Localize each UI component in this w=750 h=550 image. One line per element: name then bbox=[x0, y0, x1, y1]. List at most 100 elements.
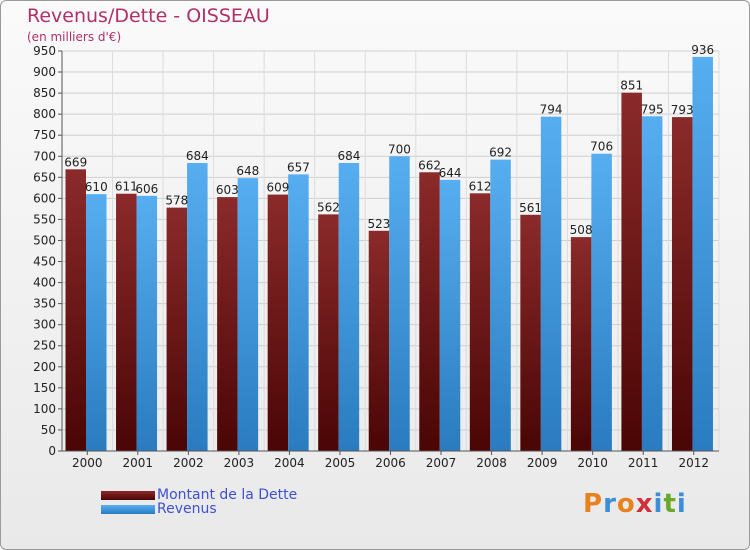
bar-debt bbox=[520, 214, 541, 451]
logo-letter: o bbox=[616, 489, 636, 519]
y-tick-label: 800 bbox=[33, 107, 56, 121]
bar-debt bbox=[570, 237, 592, 451]
x-tick-label: 2010 bbox=[577, 456, 608, 470]
data-label-debt: 662 bbox=[418, 158, 441, 172]
data-label-debt: 508 bbox=[570, 223, 593, 237]
data-label-debt: 523 bbox=[368, 217, 391, 231]
y-tick-label: 400 bbox=[33, 276, 56, 290]
data-label-debt: 603 bbox=[216, 183, 239, 197]
data-label-revenus: 644 bbox=[439, 166, 462, 180]
y-tick-label: 200 bbox=[33, 360, 56, 374]
bar-debt bbox=[671, 117, 693, 452]
x-tick-label: 2003 bbox=[224, 456, 255, 470]
bar-revenus bbox=[439, 179, 461, 451]
bar-debt bbox=[419, 172, 440, 451]
data-label-revenus: 706 bbox=[590, 140, 613, 154]
data-label-debt: 562 bbox=[317, 200, 340, 214]
bar-revenus bbox=[490, 159, 511, 451]
data-label-debt: 578 bbox=[165, 194, 188, 208]
y-tick-label: 50 bbox=[41, 423, 56, 437]
data-label-debt: 611 bbox=[115, 180, 138, 194]
bar-debt bbox=[267, 194, 289, 451]
bar-debt bbox=[116, 193, 137, 451]
y-tick-label: 300 bbox=[33, 318, 56, 332]
bar-revenus bbox=[692, 56, 713, 451]
x-tick-label: 2004 bbox=[274, 456, 305, 470]
x-tick-label: 2007 bbox=[426, 456, 457, 470]
y-tick-label: 250 bbox=[33, 339, 56, 353]
y-tick-label: 950 bbox=[33, 44, 56, 58]
bar-revenus bbox=[338, 163, 360, 451]
chart-title: Revenus/Dette - OISSEAU bbox=[27, 5, 270, 27]
x-tick-label: 2002 bbox=[173, 456, 204, 470]
logo-letter: P bbox=[583, 489, 604, 519]
data-label-revenus: 692 bbox=[489, 146, 512, 160]
bar-debt bbox=[368, 230, 390, 451]
y-tick-label: 900 bbox=[33, 65, 56, 79]
data-label-revenus: 684 bbox=[186, 149, 209, 163]
bar-debt bbox=[166, 207, 188, 451]
logo-letter: t bbox=[663, 489, 677, 519]
data-label-revenus: 684 bbox=[337, 149, 360, 163]
bar-revenus bbox=[389, 156, 410, 451]
bar-revenus bbox=[187, 163, 208, 451]
x-tick-label: 2000 bbox=[72, 456, 103, 470]
x-tick-label: 2012 bbox=[678, 456, 709, 470]
data-label-debt: 609 bbox=[266, 181, 289, 195]
x-tick-label: 2001 bbox=[123, 456, 154, 470]
bar-revenus bbox=[136, 195, 158, 451]
bar-debt bbox=[621, 92, 642, 452]
x-tick-label: 2011 bbox=[628, 456, 659, 470]
data-label-revenus: 610 bbox=[85, 180, 108, 194]
bar-revenus bbox=[86, 194, 107, 451]
x-tick-label: 2005 bbox=[325, 456, 356, 470]
y-tick-label: 100 bbox=[33, 402, 56, 416]
legend-item-revenus: Revenus bbox=[101, 501, 297, 517]
y-tick-label: 750 bbox=[33, 128, 56, 142]
x-tick-label: 2006 bbox=[375, 456, 406, 470]
bar-revenus bbox=[591, 153, 612, 451]
y-tick-label: 500 bbox=[33, 233, 56, 247]
data-label-revenus: 795 bbox=[641, 102, 664, 116]
data-label-debt: 669 bbox=[64, 155, 87, 169]
bar-revenus bbox=[540, 116, 562, 452]
legend-label-debt: Montant de la Dette bbox=[157, 487, 298, 503]
legend: Montant de la Dette Revenus bbox=[101, 487, 298, 517]
data-label-revenus: 700 bbox=[388, 142, 411, 156]
bar-debt bbox=[217, 197, 238, 451]
y-tick-label: 150 bbox=[33, 381, 56, 395]
legend-item-debt: Montant de la Dette bbox=[101, 487, 298, 503]
data-label-debt: 851 bbox=[620, 79, 643, 93]
legend-swatch-revenus bbox=[101, 504, 155, 514]
data-label-revenus: 936 bbox=[691, 43, 714, 57]
bar-debt bbox=[318, 214, 339, 451]
y-tick-label: 550 bbox=[33, 212, 56, 226]
y-tick-label: 0 bbox=[48, 444, 56, 458]
data-label-debt: 793 bbox=[671, 103, 694, 117]
data-label-revenus: 657 bbox=[287, 160, 310, 174]
y-tick-label: 700 bbox=[33, 149, 56, 163]
bar-revenus bbox=[288, 174, 309, 452]
bar-revenus bbox=[237, 178, 259, 451]
chart-subtitle: (en milliers d'€) bbox=[27, 30, 122, 44]
bar-debt bbox=[65, 169, 86, 451]
y-tick-label: 600 bbox=[33, 191, 56, 205]
data-label-revenus: 648 bbox=[236, 164, 259, 178]
y-tick-label: 450 bbox=[33, 255, 56, 269]
x-tick-label: 2008 bbox=[476, 456, 507, 470]
data-label-revenus: 794 bbox=[540, 103, 563, 117]
y-tick-label: 350 bbox=[33, 297, 56, 311]
data-label-debt: 561 bbox=[519, 201, 542, 215]
y-tick-label: 850 bbox=[33, 86, 56, 100]
proxiti-logo: Proxiti bbox=[583, 489, 687, 519]
data-label-revenus: 606 bbox=[135, 182, 158, 196]
bar-revenus bbox=[641, 116, 663, 452]
x-tick-label: 2009 bbox=[527, 456, 558, 470]
legend-swatch-debt bbox=[101, 490, 155, 500]
logo-letter: i bbox=[676, 489, 687, 519]
y-tick-label: 650 bbox=[33, 170, 56, 184]
logo-letter: x bbox=[635, 489, 654, 519]
logo-letter: r bbox=[603, 489, 617, 519]
data-label-debt: 612 bbox=[469, 179, 492, 193]
